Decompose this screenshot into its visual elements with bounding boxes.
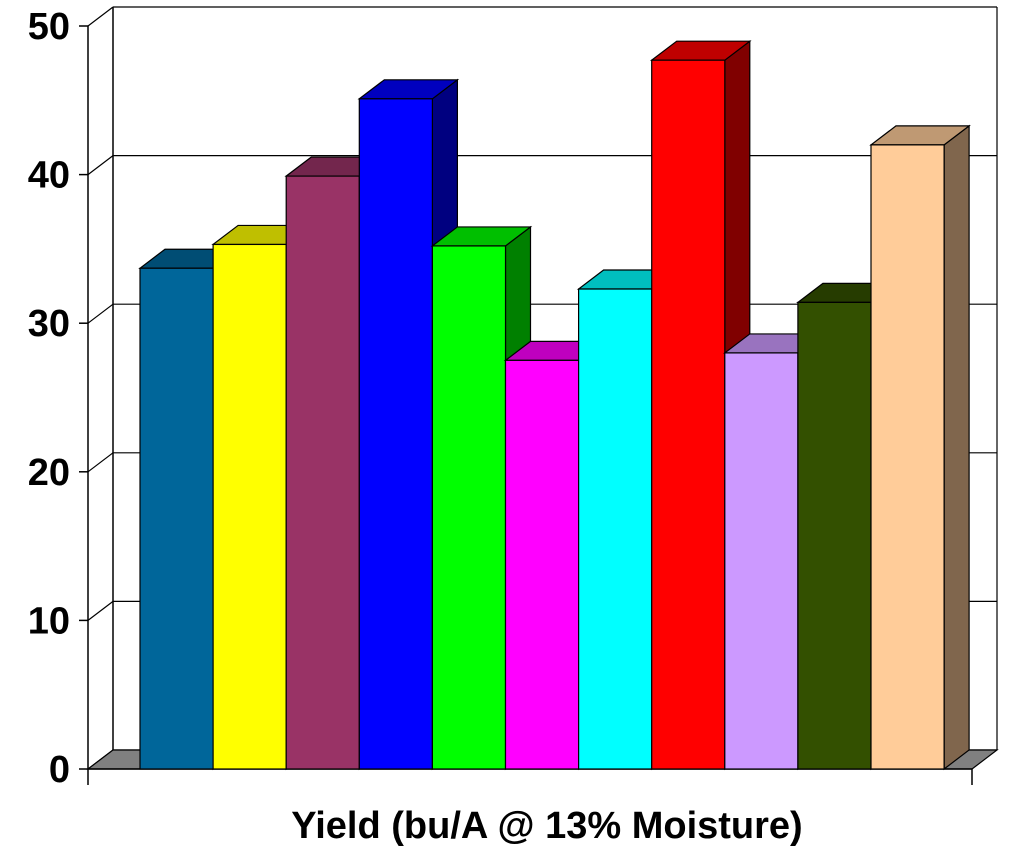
y-tick-label: 0 (49, 749, 70, 791)
bar-front (870, 144, 945, 770)
bar-front (724, 352, 799, 770)
bar-front (358, 98, 433, 770)
y-tick-label: 50 (28, 6, 70, 48)
bar-side (943, 124, 970, 771)
bar-front (797, 301, 872, 770)
gridline-side (87, 303, 114, 324)
y-tick-label: 20 (28, 452, 70, 494)
gridline-side (87, 600, 114, 621)
bar (503, 340, 606, 771)
bar-front (577, 288, 653, 770)
bars (138, 39, 971, 771)
bar-front (212, 243, 287, 770)
bar-front (431, 245, 507, 770)
y-tick-label: 30 (28, 303, 70, 345)
bar-front (504, 359, 580, 770)
y-tick-label: 10 (28, 600, 70, 642)
x-axis-title: Yield (bu/A @ 13% Moisture) (291, 805, 802, 847)
y-tick-label: 40 (28, 155, 70, 197)
bar-front (139, 267, 214, 770)
gridline-side (87, 452, 114, 473)
gridline-side (87, 155, 114, 176)
bar (869, 124, 971, 771)
bar-front (651, 59, 726, 770)
gridline-side (87, 6, 114, 27)
tick-labels: 0 10 20 30 40 50 (28, 6, 70, 791)
bar-front (285, 175, 360, 770)
